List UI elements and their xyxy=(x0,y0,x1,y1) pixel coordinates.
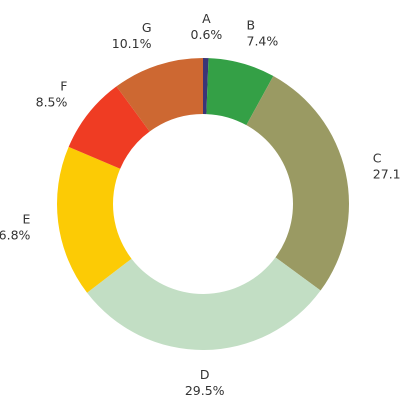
slice-value-label: 8.5% xyxy=(36,95,68,110)
slice-value-label: 29.5% xyxy=(185,383,225,398)
slice-value-label: 16.8% xyxy=(0,227,31,242)
slice-category-label: A xyxy=(202,11,211,26)
slice-b xyxy=(206,58,274,126)
slice-f xyxy=(68,86,150,169)
slice-category-label: F xyxy=(60,79,67,94)
slice-g xyxy=(116,58,203,132)
slice-value-label: 27.1% xyxy=(373,167,400,182)
slice-label-g: G 10.1% xyxy=(112,20,152,51)
slice-category-label: B xyxy=(247,18,256,33)
slice-category-label: D xyxy=(200,367,210,382)
slice-d xyxy=(87,257,321,351)
slice-label-d: D 29.5% xyxy=(185,367,225,398)
slice-value-label: 10.1% xyxy=(112,36,152,51)
slice-category-label: E xyxy=(22,211,30,226)
donut-slices xyxy=(57,58,349,351)
slice-label-c: C27.1% xyxy=(373,151,400,182)
slice-category-label: G xyxy=(142,20,152,35)
slice-c xyxy=(246,76,349,291)
slice-label-b: B 7.4% xyxy=(247,18,279,49)
slice-a xyxy=(203,58,209,115)
slice-e xyxy=(57,146,132,293)
slice-label-f: F 8.5% xyxy=(36,79,68,110)
slice-value-label: 0.6% xyxy=(191,27,223,42)
slice-label-a: A 0.6% xyxy=(191,11,223,42)
slice-labels: A0.6% B7.4% C27.1% D29.5% E16.8% F8.5% G10.1% xyxy=(0,11,400,398)
slice-value-label: 7.4% xyxy=(247,34,279,49)
slice-category-label: C xyxy=(373,151,382,166)
slice-label-e: E16.8% xyxy=(0,211,31,242)
